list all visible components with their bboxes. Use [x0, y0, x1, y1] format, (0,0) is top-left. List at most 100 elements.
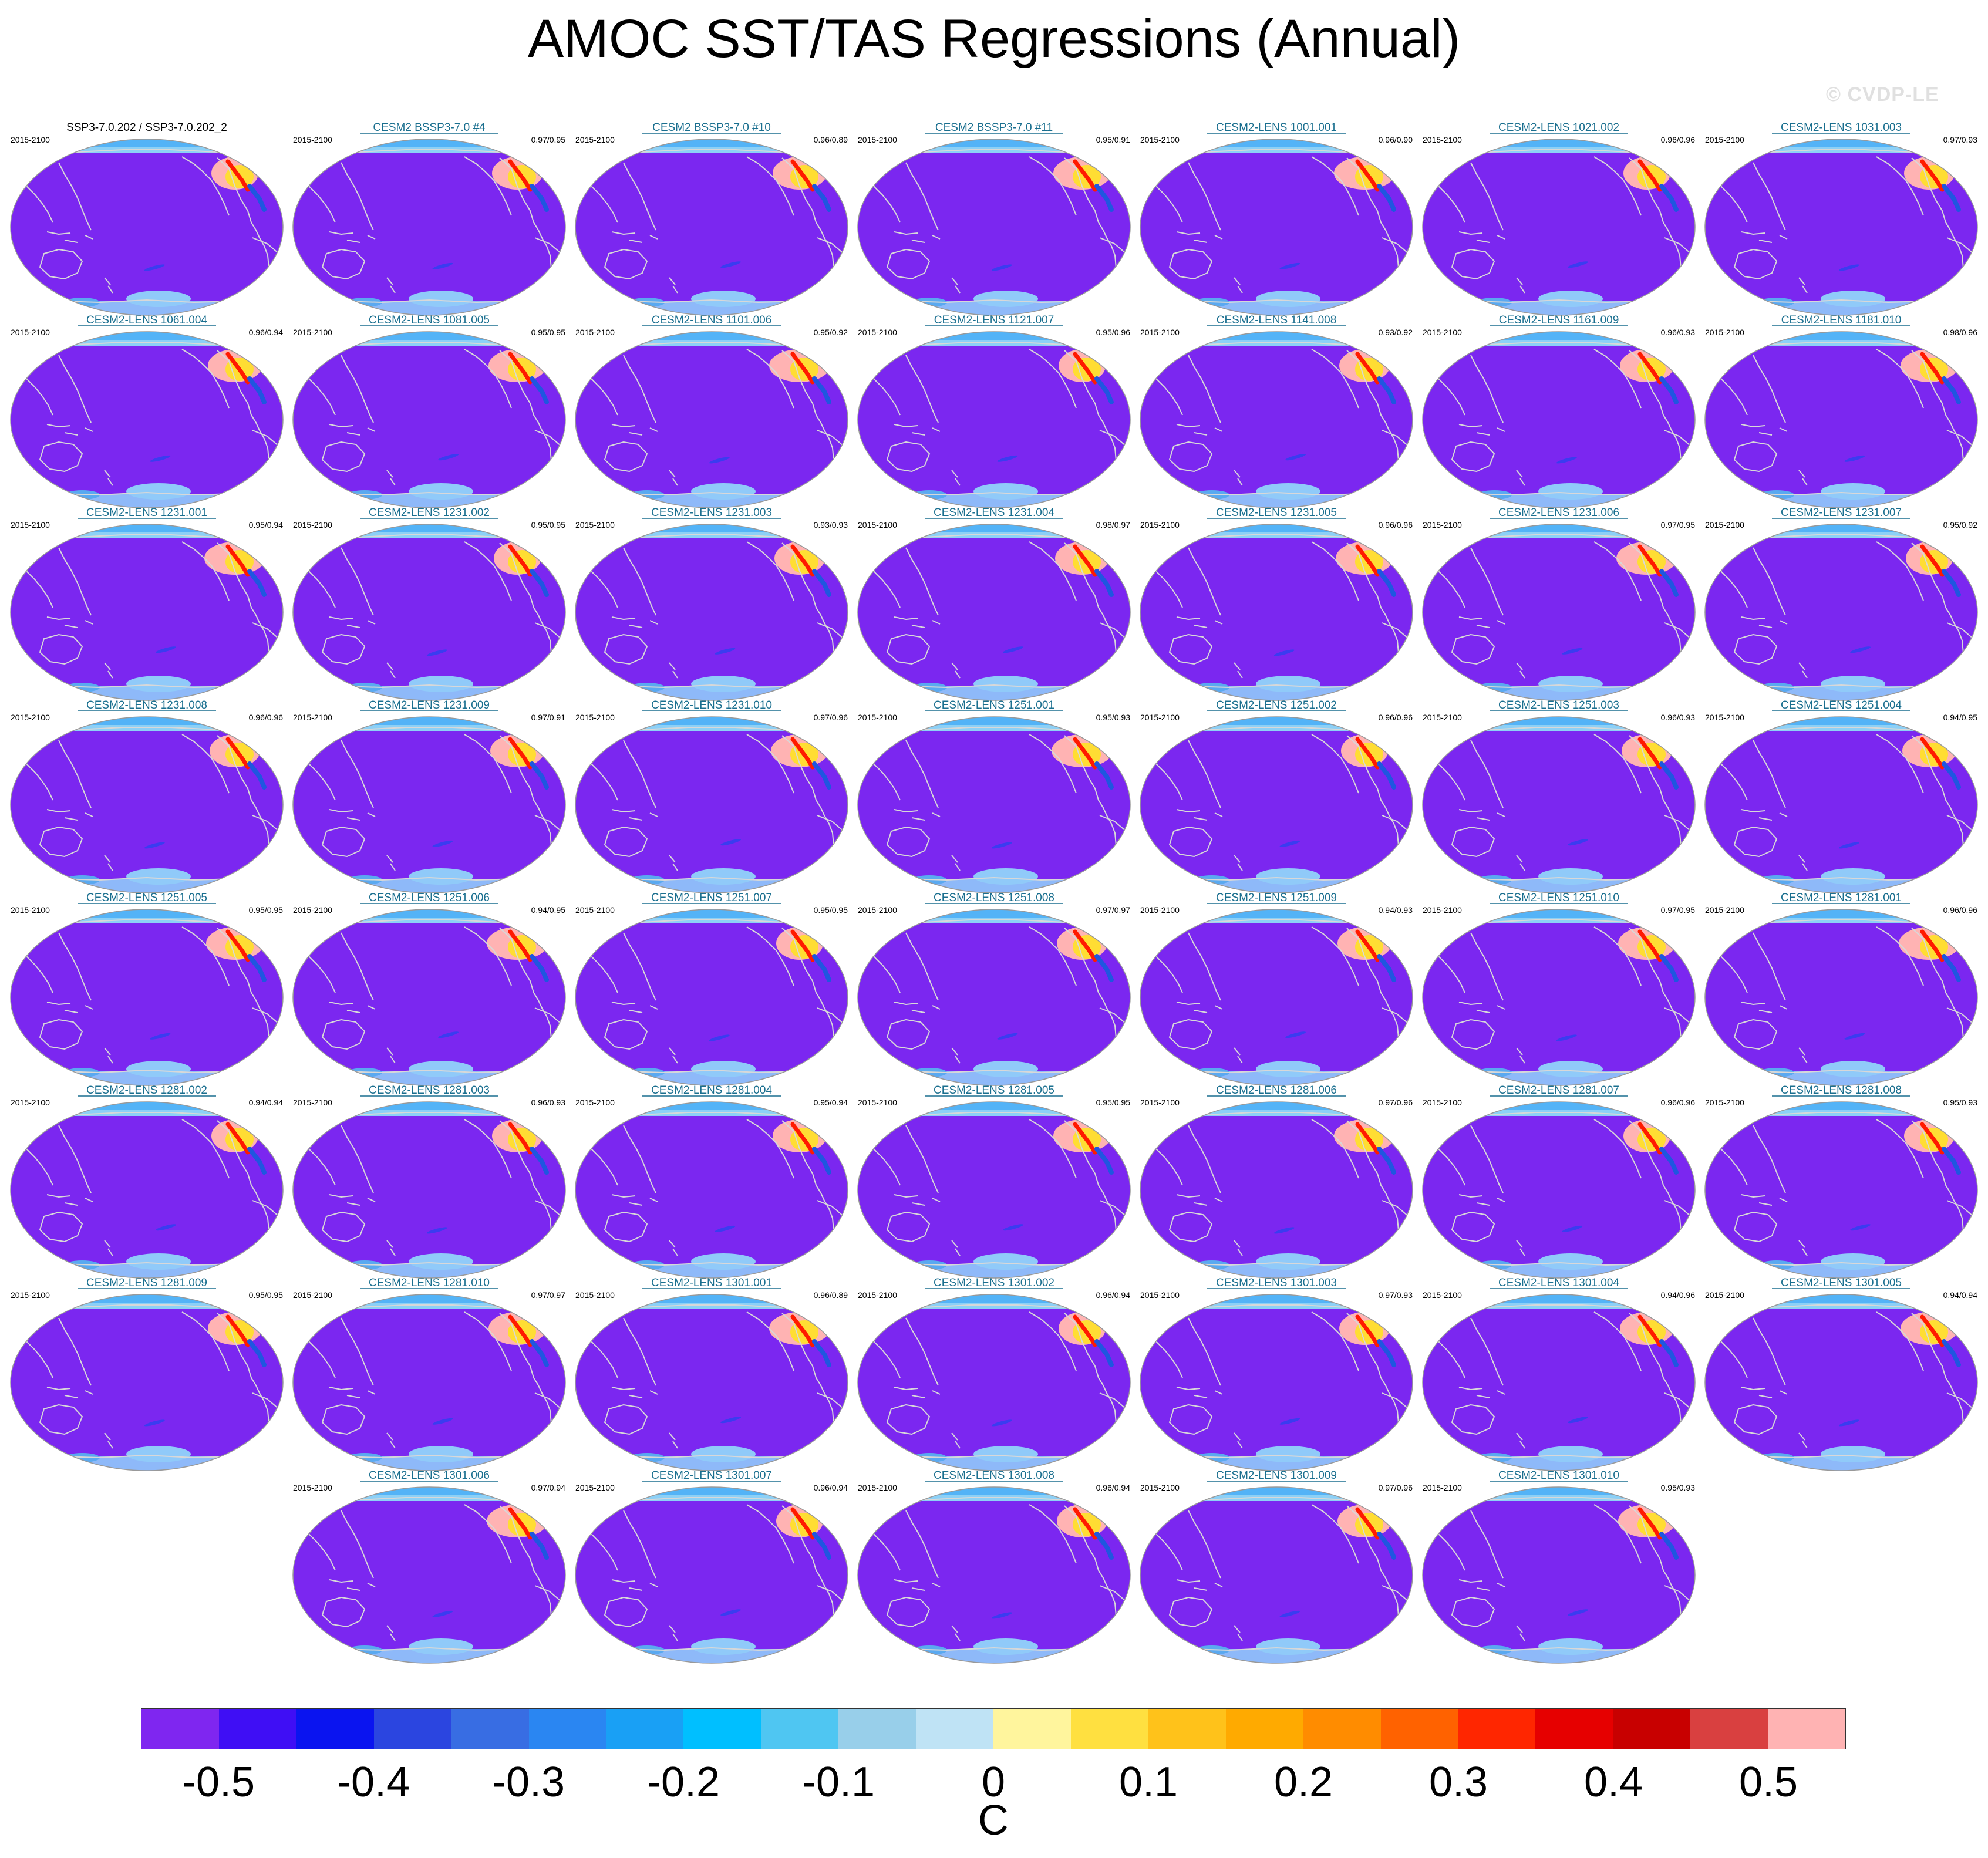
panel-period: 2015-2100: [575, 1483, 615, 1492]
panel-stats: 0.97/0.95: [1661, 905, 1696, 915]
panel-stats: 0.95/0.93: [1096, 713, 1131, 722]
map-panel: CESM2-LENS 1301.004 2015-2100 0.94/0.96: [1422, 1277, 1696, 1471]
panel-period: 2015-2100: [1423, 905, 1462, 915]
map-panel: CESM2-LENS 1281.007 2015-2100 0.96/0.96: [1422, 1084, 1696, 1279]
panel-stats: 0.97/0.97: [1096, 905, 1131, 915]
panel-stats: 0.97/0.95: [531, 135, 566, 144]
panel-period: 2015-2100: [575, 1290, 615, 1300]
panel-period: 2015-2100: [11, 1098, 50, 1107]
panel-stats: 0.95/0.95: [814, 905, 848, 915]
panel-stats: 0.94/0.95: [1943, 713, 1978, 722]
panel-period: 2015-2100: [575, 328, 615, 337]
colorbar-swatch: [1535, 1709, 1613, 1749]
panel-period: 2015-2100: [11, 135, 50, 144]
panel-stats: 0.95/0.95: [531, 328, 566, 337]
panel-period: 2015-2100: [1705, 135, 1744, 144]
map-panel: CESM2-LENS 1281.004 2015-2100 0.95/0.94: [575, 1084, 848, 1279]
panel-stats: 0.95/0.93: [1661, 1483, 1696, 1492]
map-panel: CESM2 BSSP3-7.0 #10 2015-2100 0.96/0.89: [575, 122, 848, 316]
map-panel: CESM2-LENS 1231.001 2015-2100 0.95/0.94: [10, 507, 284, 701]
map-panel: CESM2-LENS 1181.010 2015-2100 0.98/0.96: [1704, 314, 1978, 508]
map-panel: CESM2-LENS 1021.002 2015-2100 0.96/0.96: [1422, 122, 1696, 316]
panel-title: CESM2-LENS 1281.004: [651, 1084, 772, 1097]
panel-period: 2015-2100: [11, 1290, 50, 1300]
panel-stats: 0.97/0.93: [1379, 1290, 1413, 1300]
panel-title: CESM2-LENS 1251.002: [1216, 699, 1337, 711]
panel-period: 2015-2100: [575, 905, 615, 915]
panel-title: CESM2-LENS 1251.001: [934, 699, 1054, 711]
panel-stats: 0.96/0.89: [814, 135, 848, 144]
map-panel: CESM2-LENS 1301.010 2015-2100 0.95/0.93: [1422, 1469, 1696, 1664]
panel-stats: 0.96/0.93: [1661, 328, 1696, 337]
colorbar-tick-label: 0.5: [1738, 1759, 1798, 1806]
panel-stats: 0.97/0.94: [531, 1483, 566, 1492]
panel-stats: 0.95/0.92: [1943, 520, 1978, 530]
panel-title: CESM2-LENS 1181.010: [1781, 314, 1902, 326]
map-panel: CESM2-LENS 1281.003 2015-2100 0.96/0.93: [292, 1084, 566, 1279]
panel-title: CESM2-LENS 1231.010: [651, 699, 772, 711]
panel-stats: 0.96/0.93: [1661, 713, 1696, 722]
map-panel: CESM2-LENS 1251.010 2015-2100 0.97/0.95: [1422, 892, 1696, 1086]
panel-title: CESM2-LENS 1281.001: [1781, 892, 1902, 904]
panel-stats: 0.95/0.95: [1096, 1098, 1131, 1107]
panel-title: CESM2-LENS 1161.009: [1499, 314, 1619, 326]
colorbar-swatch: [296, 1709, 374, 1749]
panel-stats: 0.93/0.93: [814, 520, 848, 530]
map-panel: CESM2-LENS 1121.007 2015-2100 0.95/0.96: [857, 314, 1131, 508]
panel-period: 2015-2100: [858, 328, 897, 337]
panel-title: CESM2-LENS 1081.005: [369, 314, 490, 326]
panel-stats: 0.95/0.95: [249, 1290, 284, 1300]
colorbar-swatch: [141, 1709, 219, 1749]
panel-stats: 0.98/0.96: [1943, 328, 1978, 337]
panel-title: CESM2 BSSP3-7.0 #10: [652, 122, 771, 134]
panel-period: 2015-2100: [11, 520, 50, 530]
map-panel: CESM2-LENS 1231.006 2015-2100 0.97/0.95: [1422, 507, 1696, 701]
map-panel: SSP3-7.0.202 / SSP3-7.0.202_2 2015-2100: [10, 122, 284, 316]
panel-period: 2015-2100: [858, 520, 897, 530]
map-panel: CESM2-LENS 1231.010 2015-2100 0.97/0.96: [575, 699, 848, 893]
panel-period: 2015-2100: [858, 135, 897, 144]
panel-title: CESM2-LENS 1251.007: [651, 892, 772, 904]
panel-period: 2015-2100: [1705, 1098, 1744, 1107]
panel-period: 2015-2100: [293, 520, 332, 530]
panel-title: CESM2-LENS 1281.003: [369, 1084, 490, 1097]
colorbar-swatch: [1458, 1709, 1536, 1749]
map-panel: CESM2-LENS 1251.001 2015-2100 0.95/0.93: [857, 699, 1131, 893]
panel-title: CESM2-LENS 1281.002: [86, 1084, 207, 1097]
map-panel: CESM2-LENS 1251.009 2015-2100 0.94/0.93: [1140, 892, 1413, 1086]
colorbar-tick-label: -0.3: [491, 1759, 565, 1806]
panel-stats: 0.96/0.96: [249, 713, 284, 722]
map-panels: SSP3-7.0.202 / SSP3-7.0.202_22015-2100CE…: [10, 122, 1978, 1664]
panel-title: CESM2-LENS 1231.008: [86, 699, 207, 711]
colorbar-swatch: [528, 1709, 606, 1749]
panel-period: 2015-2100: [1140, 1098, 1180, 1107]
panel-stats: 0.93/0.92: [1379, 328, 1413, 337]
colorbar-swatch: [451, 1709, 529, 1749]
map-panel: CESM2-LENS 1061.004 2015-2100 0.96/0.94: [10, 314, 284, 508]
map-panel: CESM2-LENS 1281.005 2015-2100 0.95/0.95: [857, 1084, 1131, 1279]
panel-stats: 0.95/0.91: [1096, 135, 1131, 144]
colorbar-tick-label: -0.2: [646, 1759, 720, 1806]
panel-title: CESM2-LENS 1231.001: [86, 507, 207, 519]
panel-stats: 0.96/0.96: [1379, 713, 1413, 722]
panel-stats: 0.96/0.96: [1661, 135, 1696, 144]
panel-stats: 0.96/0.96: [1661, 1098, 1696, 1107]
panel-period: 2015-2100: [1140, 1290, 1180, 1300]
panel-title: CESM2-LENS 1301.004: [1498, 1277, 1619, 1289]
watermark: © CVDP-LE: [1826, 83, 1939, 106]
panel-period: 2015-2100: [293, 1483, 332, 1492]
map-panel: CESM2-LENS 1161.009 2015-2100 0.96/0.93: [1422, 314, 1696, 508]
map-panel: CESM2-LENS 1301.003 2015-2100 0.97/0.93: [1140, 1277, 1413, 1471]
panel-title: CESM2-LENS 1301.006: [369, 1469, 490, 1482]
map-panel: CESM2-LENS 1251.005 2015-2100 0.95/0.95: [10, 892, 284, 1086]
panel-stats: 0.94/0.93: [1379, 905, 1413, 915]
map-panel: CESM2-LENS 1301.008 2015-2100 0.96/0.94: [857, 1469, 1131, 1664]
panel-title: CESM2-LENS 1301.002: [934, 1277, 1054, 1289]
colorbar: [141, 1708, 1846, 1749]
panel-stats: 0.96/0.94: [1096, 1483, 1131, 1492]
panel-title: CESM2-LENS 1021.002: [1498, 122, 1619, 134]
colorbar-tick-label: 0.3: [1428, 1759, 1488, 1806]
panel-stats: 0.96/0.96: [1943, 905, 1978, 915]
colorbar-tick-label: 0.4: [1583, 1759, 1643, 1806]
panel-stats: 0.97/0.93: [1943, 135, 1978, 144]
